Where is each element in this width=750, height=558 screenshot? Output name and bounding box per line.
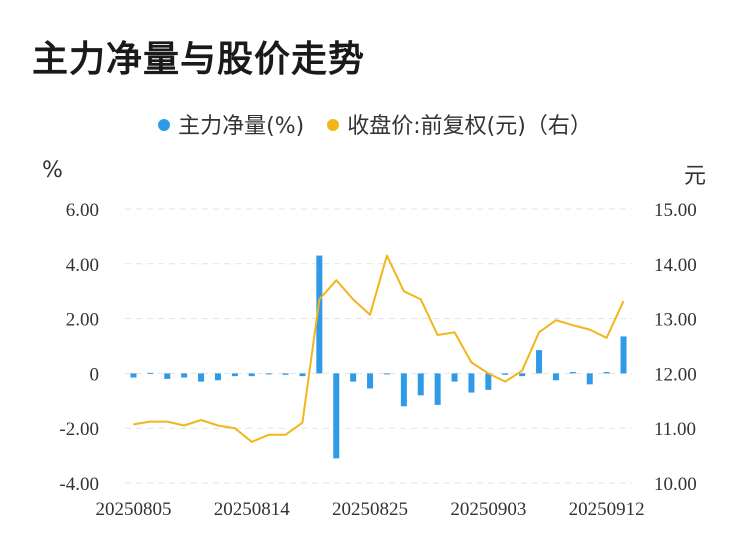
right-tick-label: 13.00 (654, 310, 697, 331)
bar (198, 373, 205, 382)
bar (552, 373, 559, 381)
bar (519, 373, 526, 377)
bar (350, 373, 357, 382)
right-tick-label: 12.00 (654, 364, 697, 385)
bar (130, 373, 137, 378)
chart-title: 主力净量与股价走势 (32, 39, 366, 80)
bar (569, 372, 576, 374)
left-tick-label: 2.00 (66, 310, 99, 331)
bar (603, 372, 610, 374)
bar (620, 336, 627, 374)
left-tick-label: 4.00 (66, 255, 99, 276)
bar (502, 373, 509, 375)
bar (231, 373, 238, 377)
bar (248, 373, 255, 377)
legend: 主力净量(%) 收盘价:前复权(元)（右） (0, 108, 750, 140)
legend-bar-label: 主力净量(%) (178, 114, 305, 139)
x-tick-label: 20250814 (214, 499, 291, 520)
bar (485, 373, 492, 390)
bar (282, 373, 289, 375)
legend-item-line[interactable]: 收盘价:前复权(元)（右） (327, 108, 592, 140)
bar (383, 373, 390, 375)
bar (417, 373, 424, 396)
x-tick-label: 20250805 (95, 499, 171, 520)
bar (181, 373, 188, 378)
right-tick-label: 10.00 (654, 474, 697, 495)
legend-line-dot-icon (327, 119, 340, 131)
x-tick-label: 20250825 (332, 499, 408, 520)
bar (400, 373, 407, 407)
left-tick-label: -4.00 (59, 474, 99, 495)
left-axis-unit: % (42, 158, 63, 183)
right-tick-label: 15.00 (654, 200, 697, 221)
right-tick-label: 11.00 (654, 419, 696, 440)
bar (299, 373, 306, 377)
bar (147, 372, 154, 374)
bar (214, 373, 221, 381)
left-tick-label: 6.00 (66, 200, 99, 221)
bar (265, 373, 272, 375)
bar (434, 373, 441, 405)
bar (586, 373, 593, 385)
x-tick-label: 20250912 (569, 499, 645, 520)
bar (451, 373, 458, 382)
legend-bar-dot-icon (158, 119, 171, 131)
x-tick-label: 20250903 (450, 499, 526, 520)
legend-item-bar[interactable]: 主力净量(%) (158, 108, 304, 140)
left-tick-label: -2.00 (59, 419, 99, 440)
right-axis-unit: 元 (684, 164, 707, 189)
bar (333, 373, 340, 459)
legend-line-label: 收盘价:前复权(元)（右） (347, 114, 592, 139)
right-tick-label: 14.00 (654, 255, 697, 276)
left-tick-label: 0 (90, 364, 100, 385)
bar (164, 373, 171, 379)
bar (468, 373, 475, 393)
bar (367, 373, 374, 389)
price-line (133, 254, 625, 443)
bar (316, 255, 323, 374)
bar (536, 350, 543, 374)
